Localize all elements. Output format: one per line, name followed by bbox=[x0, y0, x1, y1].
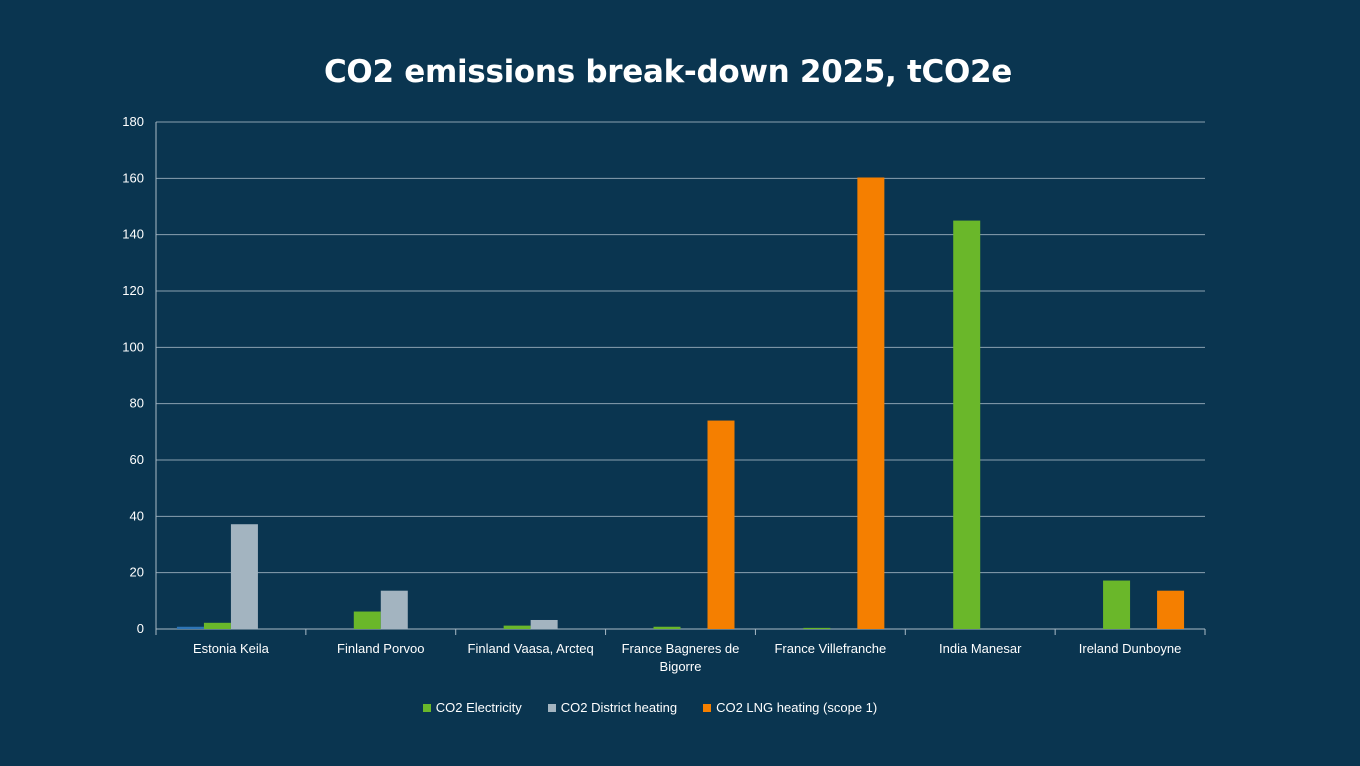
bar bbox=[230, 524, 258, 629]
bar bbox=[1103, 580, 1131, 629]
legend-label: CO2 Electricity bbox=[435, 700, 522, 715]
bar bbox=[203, 622, 231, 629]
bar bbox=[176, 626, 204, 629]
x-category-label: France Villefranche bbox=[774, 641, 886, 656]
bar bbox=[953, 220, 981, 630]
x-category-label: Finland Vaasa, Arcteq bbox=[468, 641, 594, 656]
y-tick-label: 180 bbox=[122, 114, 144, 129]
bar bbox=[353, 611, 381, 629]
bar bbox=[380, 590, 408, 629]
y-tick-label: 160 bbox=[122, 170, 144, 185]
bar bbox=[653, 626, 681, 629]
chart-legend: CO2 Electricity CO2 District heating CO2 L… bbox=[0, 700, 1300, 715]
legend-swatch bbox=[703, 703, 712, 712]
legend-item: CO2 District heating bbox=[547, 700, 678, 715]
y-tick-label: 20 bbox=[130, 565, 144, 580]
legend-swatch bbox=[547, 703, 556, 712]
bar bbox=[503, 625, 531, 629]
bar bbox=[803, 627, 831, 629]
y-tick-label: 40 bbox=[130, 508, 144, 523]
x-category-label: India Manesar bbox=[939, 641, 1022, 656]
x-category-label: France Bagneres de Bigorre bbox=[622, 641, 740, 674]
legend-item: CO2 LNG heating (scope 1) bbox=[703, 700, 877, 715]
bar bbox=[857, 177, 885, 629]
x-category-label: Finland Porvoo bbox=[337, 641, 424, 656]
x-category-label: Estonia Keila bbox=[193, 641, 270, 656]
bar bbox=[1157, 590, 1185, 629]
legend-label: CO2 District heating bbox=[560, 700, 678, 715]
y-tick-label: 60 bbox=[130, 452, 144, 467]
bar bbox=[707, 420, 735, 629]
x-category-label: Ireland Dunboyne bbox=[1079, 641, 1182, 656]
y-tick-label: 100 bbox=[122, 339, 144, 354]
legend-swatch bbox=[422, 703, 431, 712]
y-tick-label: 0 bbox=[137, 621, 144, 636]
y-tick-label: 120 bbox=[122, 283, 144, 298]
legend-item: CO2 Electricity bbox=[422, 700, 522, 715]
y-tick-label: 80 bbox=[130, 396, 144, 411]
bar bbox=[530, 619, 558, 629]
y-tick-label: 140 bbox=[122, 227, 144, 242]
chart-title: CO2 emissions break-down 2025, tCO2e bbox=[323, 54, 1013, 90]
legend-label: CO2 LNG heating (scope 1) bbox=[716, 700, 878, 715]
